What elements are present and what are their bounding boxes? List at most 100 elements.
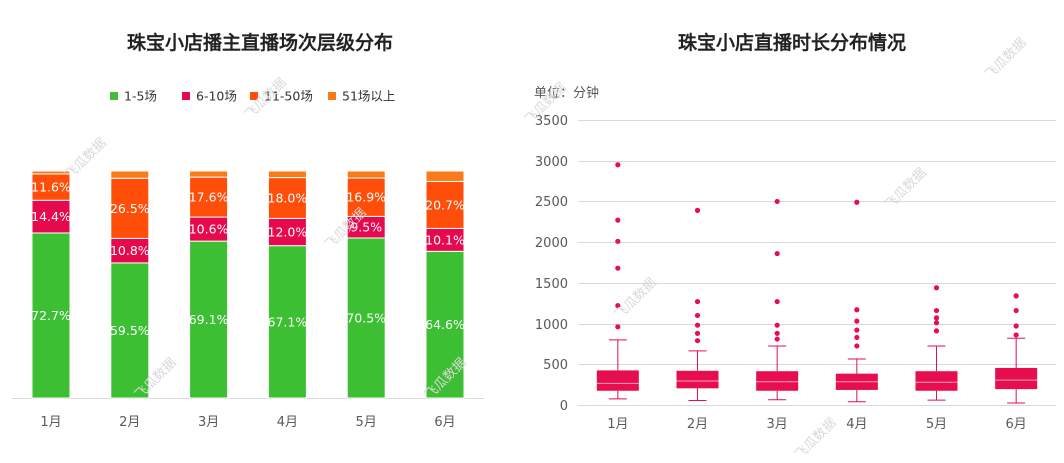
- data-label: 72.7%: [31, 308, 71, 323]
- outlier-point: [1013, 307, 1019, 314]
- box: [915, 371, 958, 391]
- legend-swatch: [110, 92, 118, 100]
- bar-segment: [110, 237, 150, 264]
- x-tick-label: 3月: [198, 415, 219, 430]
- x-tick-label: 2月: [687, 417, 708, 432]
- bar-segment: [110, 177, 150, 239]
- y-tick-label: 0: [560, 399, 568, 414]
- data-label: 64.6%: [425, 317, 465, 332]
- watermark: 飞瓜数据: [792, 415, 839, 462]
- outlier-point: [694, 322, 701, 328]
- outlier-point: [933, 307, 940, 314]
- bar-segment: [267, 177, 307, 219]
- legend-swatch: [182, 92, 190, 100]
- data-label: 12.0%: [268, 225, 308, 240]
- outlier-point: [774, 330, 780, 336]
- outlier-point: [615, 238, 621, 244]
- bar-segment: [425, 170, 465, 182]
- x-tick-label: 2月: [119, 415, 140, 430]
- data-label: 14.4%: [31, 209, 71, 224]
- box: [995, 367, 1038, 390]
- y-tick-label: 500: [543, 358, 568, 373]
- bar-segment: [110, 170, 150, 179]
- y-tick-label: 2000: [535, 236, 568, 251]
- bar-segment: [189, 240, 229, 399]
- outlier-point: [854, 327, 860, 333]
- data-label: 59.5%: [110, 323, 150, 338]
- chart-title: 珠宝小店播主直播场次层级分布: [126, 32, 393, 54]
- data-label: 10.6%: [189, 222, 229, 237]
- outlier-point: [774, 298, 780, 305]
- bar-segment: [425, 250, 465, 399]
- legend-label: 11-50场: [264, 89, 313, 104]
- x-tick-label: 3月: [767, 417, 788, 432]
- x-tick-label: 1月: [607, 417, 628, 432]
- bar-segment: [110, 262, 150, 399]
- legend-swatch: [250, 92, 258, 100]
- outlier-point: [933, 315, 940, 321]
- data-label: 69.1%: [189, 312, 229, 327]
- x-tick-label: 6月: [1006, 417, 1027, 432]
- y-tick-label: 2500: [535, 195, 568, 210]
- outlier-point: [615, 324, 621, 330]
- x-tick-label: 4月: [846, 417, 867, 432]
- data-label: 18.0%: [268, 191, 308, 206]
- data-label: 10.1%: [425, 232, 465, 247]
- x-tick-label: 5月: [356, 415, 377, 430]
- outlier-point: [1013, 323, 1019, 329]
- data-label: 20.7%: [425, 197, 465, 212]
- bar-segment: [425, 180, 465, 229]
- data-label: 67.1%: [268, 314, 308, 329]
- outlier-point: [1013, 332, 1019, 338]
- legend-label: 1-5场: [124, 89, 157, 104]
- stacked-bar-chart: 1-5场 6-10场 11-50场 51场以上 72.7% 14.4% 11.6% 1月 59.…: [12, 75, 484, 430]
- box: [756, 371, 799, 391]
- outlier-point: [854, 343, 860, 349]
- outlier-point: [933, 320, 940, 326]
- outlier-point: [694, 338, 701, 344]
- bar-segment: [31, 173, 71, 201]
- bar-segment: [31, 170, 71, 175]
- outlier-point: [854, 318, 860, 324]
- bar-segment: [189, 216, 229, 242]
- x-tick-label: 6月: [434, 415, 455, 430]
- watermark: 飞瓜数据: [882, 165, 929, 212]
- data-label: 9.5%: [350, 220, 382, 235]
- data-label: 70.5%: [346, 310, 386, 325]
- outlier-point: [854, 199, 860, 205]
- bar-segment: [267, 170, 307, 179]
- outlier-point: [774, 198, 780, 205]
- outlier-point: [615, 265, 621, 271]
- x-tick-label: 5月: [926, 417, 947, 432]
- watermark: 飞瓜数据: [982, 35, 1029, 82]
- data-label: 16.9%: [346, 190, 386, 205]
- bar-segment: [267, 245, 307, 399]
- outlier-point: [615, 217, 621, 223]
- bar-segment: [346, 237, 386, 399]
- boxplot-panel: 珠宝小店直播时长分布情况 单位：分钟 0 500 1000 1500 2000 2500 3…: [520, 0, 1064, 463]
- legend-label: 51场以上: [342, 89, 395, 104]
- box: [596, 370, 639, 391]
- stacked-bar-panel: 珠宝小店播主直播场次层级分布 1-5场 6-10场 11-50场 51场以上 72.7%…: [0, 0, 520, 463]
- y-tick-label: 1000: [535, 318, 568, 333]
- watermark: 飞瓜数据: [62, 135, 109, 182]
- outlier-point: [615, 162, 621, 168]
- outlier-point: [933, 328, 940, 334]
- outlier-point: [694, 207, 701, 213]
- data-label: 26.5%: [110, 201, 150, 216]
- outlier-point: [774, 250, 780, 257]
- outlier-point: [854, 307, 860, 313]
- data-label: 10.8%: [110, 243, 150, 258]
- x-tick-label: 1月: [40, 415, 61, 430]
- outlier-point: [933, 285, 940, 291]
- watermark: 飞瓜数据: [612, 275, 659, 322]
- outlier-point: [694, 298, 701, 305]
- chart-title: 珠宝小店直播时长分布情况: [677, 32, 906, 54]
- outlier-point: [694, 312, 701, 319]
- bar-segment: [189, 170, 229, 178]
- outlier-point: [615, 303, 621, 309]
- y-tick-label: 1500: [535, 277, 568, 292]
- y-tick-label: 3000: [535, 155, 568, 170]
- legend-label: 6-10场: [196, 89, 237, 104]
- outlier-point: [774, 322, 780, 328]
